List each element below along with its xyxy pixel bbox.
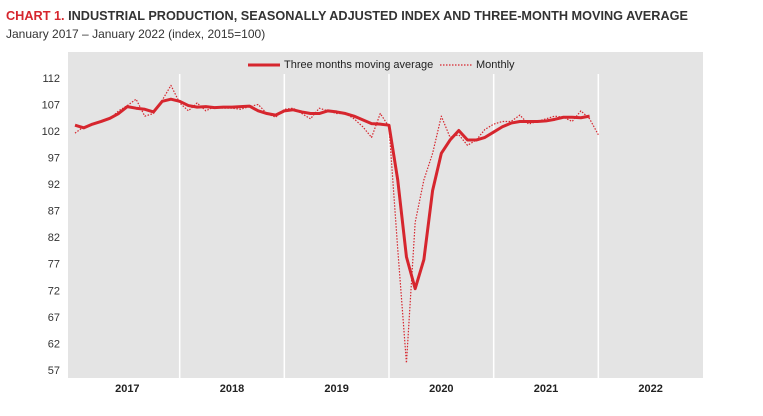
x-tick-label: 2020: [429, 383, 453, 395]
legend-label: Three months moving average: [284, 59, 433, 71]
y-tick-label: 102: [42, 126, 60, 138]
y-tick-label: 57: [48, 365, 60, 377]
y-tick-label: 87: [48, 206, 60, 218]
x-tick-label: 2017: [115, 383, 139, 395]
x-tick-label: 2021: [534, 383, 558, 395]
y-tick-label: 72: [48, 285, 60, 297]
y-tick-label: 67: [48, 312, 60, 324]
legend-label: Monthly: [476, 59, 515, 71]
x-tick-label: 2018: [220, 383, 244, 395]
y-tick-label: 112: [42, 73, 60, 85]
y-tick-label: 82: [48, 232, 60, 244]
x-tick-label: 2022: [638, 383, 662, 395]
chart-title-text: INDUSTRIAL PRODUCTION, SEASONALLY ADJUST…: [68, 8, 688, 23]
chart-title: CHART 1. INDUSTRIAL PRODUCTION, SEASONAL…: [6, 8, 688, 23]
y-tick-label: 77: [48, 259, 60, 271]
x-tick-label: 2019: [324, 383, 348, 395]
series-line: [74, 97, 590, 291]
y-tick-label: 97: [48, 153, 60, 165]
chart-subtitle: January 2017 – January 2022 (index, 2015…: [6, 27, 265, 41]
y-tick-label: 107: [42, 99, 60, 111]
y-tick-label: 92: [48, 179, 60, 191]
plot-background: [68, 52, 703, 378]
y-tick-label: 62: [48, 338, 60, 350]
chart-title-label: CHART 1.: [6, 8, 65, 23]
